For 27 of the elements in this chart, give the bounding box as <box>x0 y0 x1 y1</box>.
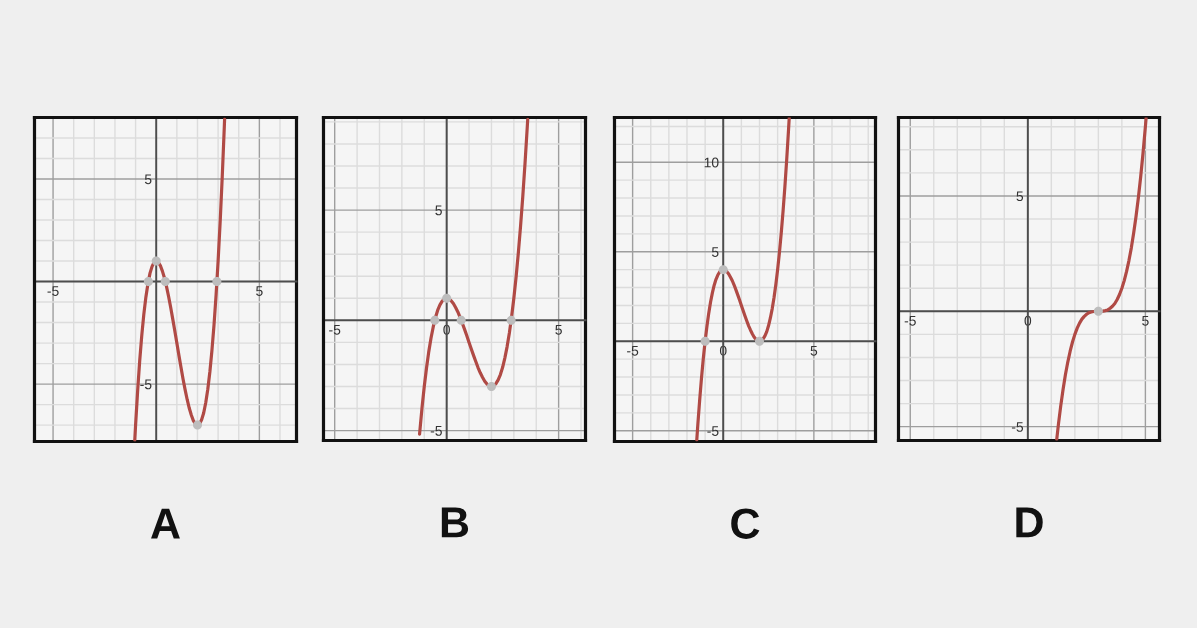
x-tick-label: 5 <box>810 345 818 356</box>
text: B <box>441 507 469 538</box>
point <box>506 315 516 325</box>
x-tick-label: 5 <box>555 325 562 335</box>
point <box>442 293 452 303</box>
y-tick-label: 10 <box>704 157 719 168</box>
line-series <box>417 117 530 436</box>
point <box>212 277 222 287</box>
y-tick-label: 5 <box>711 247 719 257</box>
point <box>192 420 202 430</box>
text: C <box>731 508 760 539</box>
point <box>143 277 153 287</box>
point <box>160 277 170 287</box>
point <box>456 315 466 325</box>
text: A <box>151 508 180 539</box>
x-tick-label: -5 <box>329 325 341 335</box>
x-tick-label: -5 <box>904 315 916 326</box>
line-series <box>133 117 227 442</box>
point <box>430 315 440 325</box>
point <box>486 381 496 391</box>
text: D <box>1016 507 1043 538</box>
point <box>151 256 161 266</box>
y-tick-label: -5 <box>707 426 719 436</box>
line-series <box>695 117 791 442</box>
line-series <box>1055 117 1148 441</box>
x-tick-label: 5 <box>1142 315 1149 326</box>
x-tick-label: -5 <box>627 345 639 356</box>
